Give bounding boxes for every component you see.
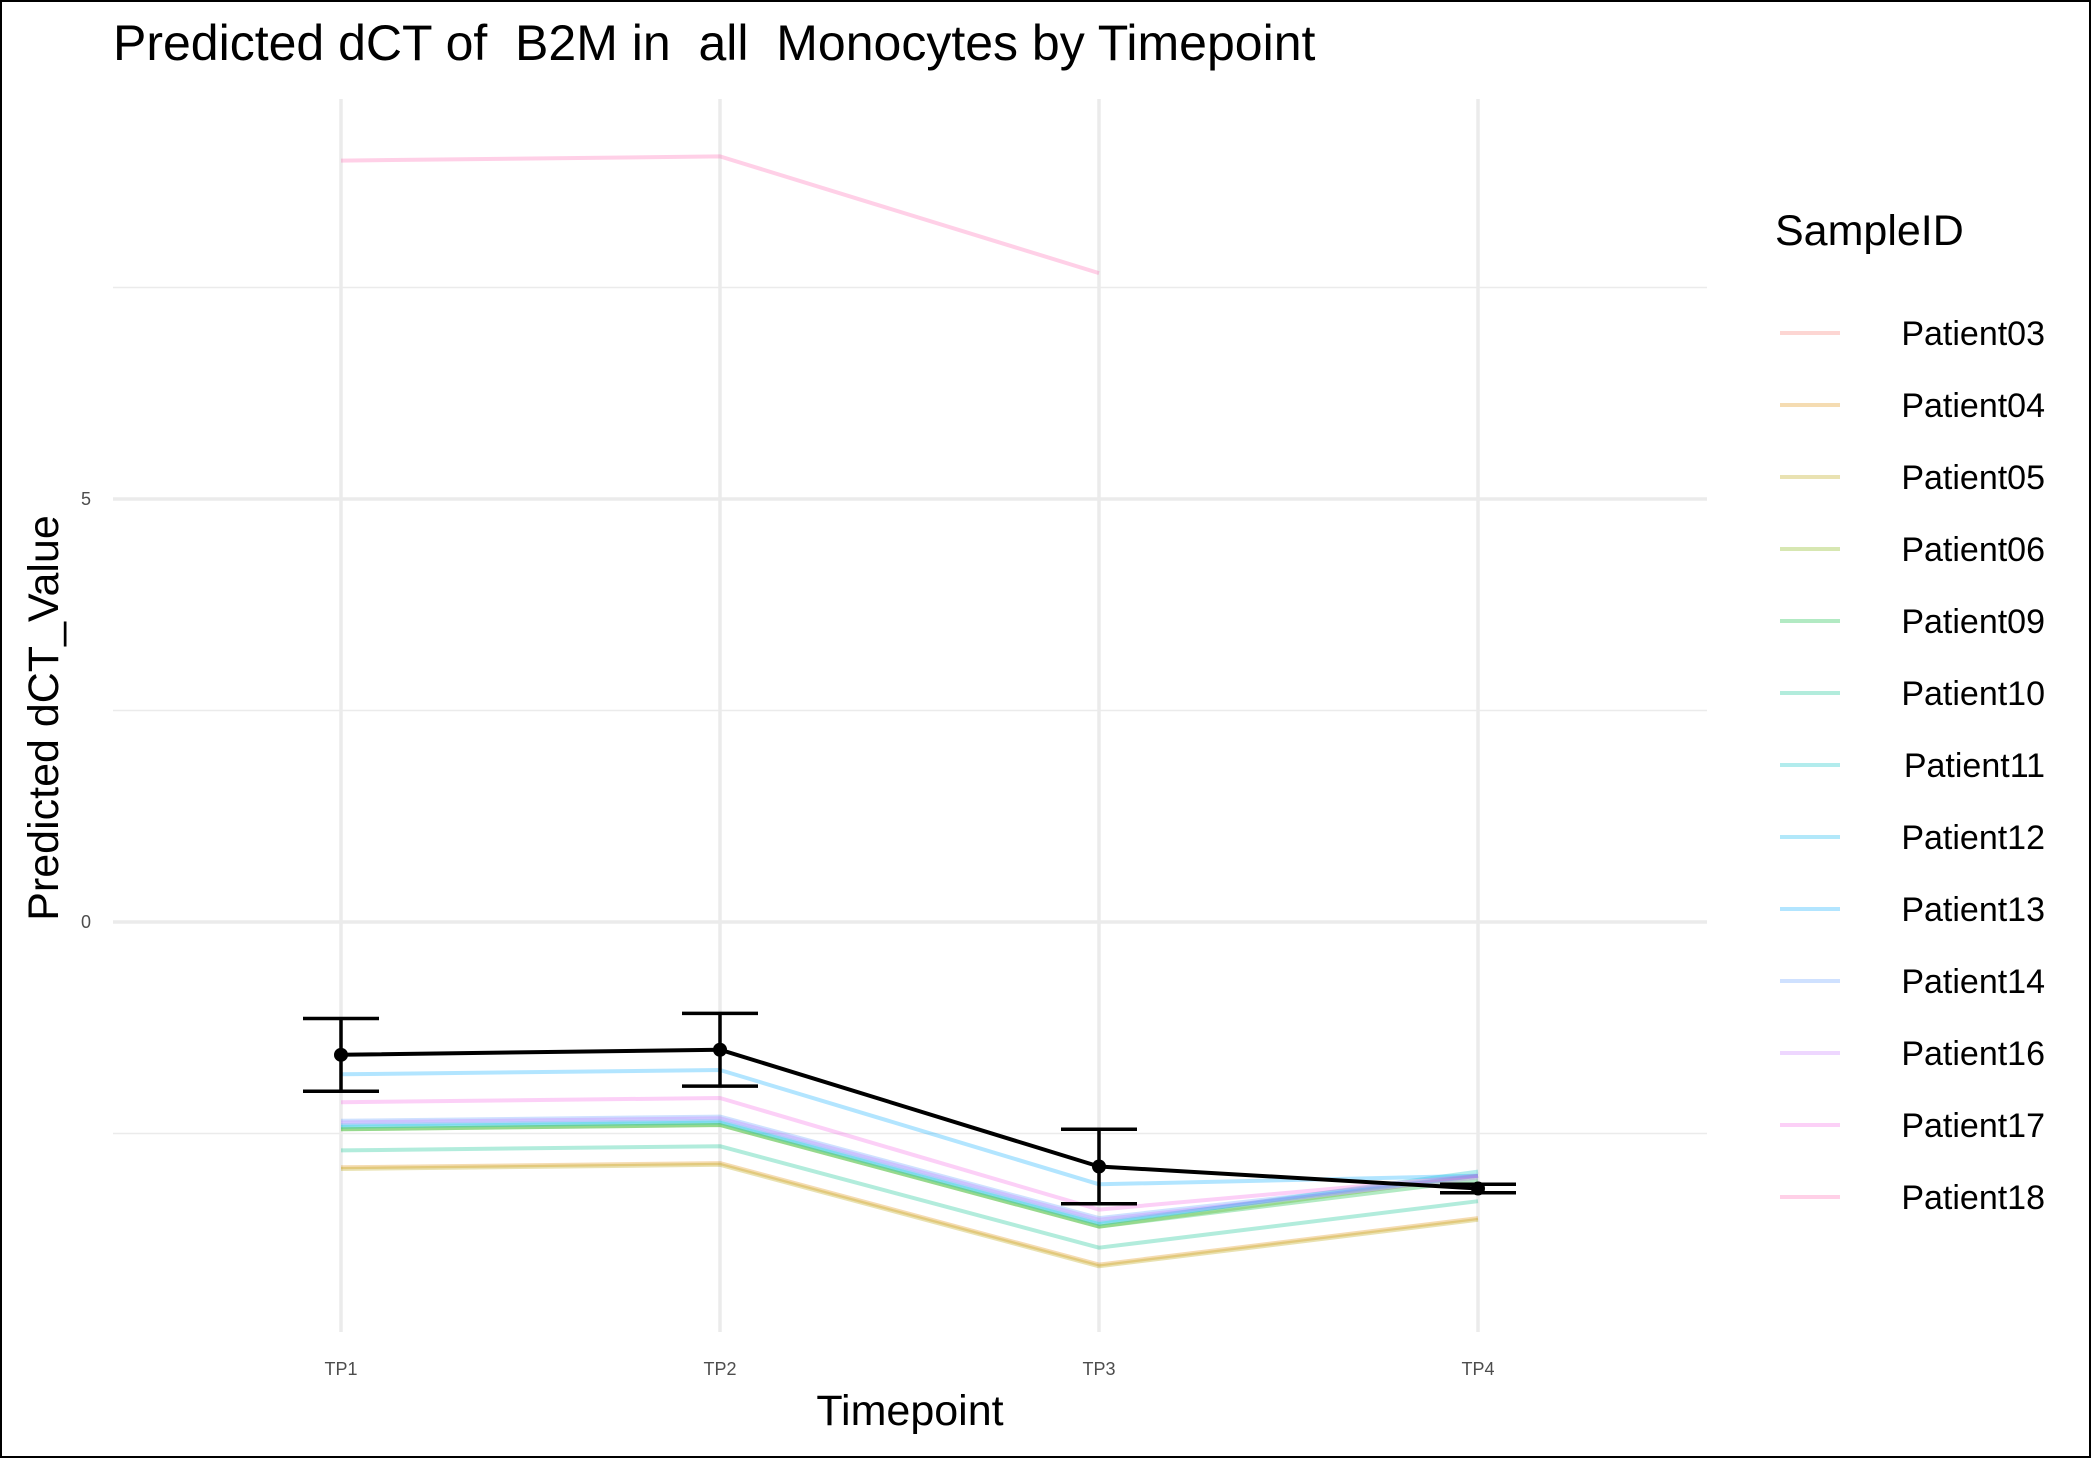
legend-label-patient14: Patient14: [1901, 963, 2045, 1001]
legend-label-patient12: Patient12: [1901, 819, 2045, 857]
x-tick-label-tp3: TP3: [1082, 1359, 1115, 1379]
x-tick-label-tp1: TP1: [324, 1359, 357, 1379]
series-line-patient13: [340, 1068, 1479, 1187]
mean-line: [340, 1047, 1479, 1191]
chart-title: Predicted dCT of B2M in all Monocytes by…: [113, 15, 1316, 71]
mean-point-tp3: [1092, 1159, 1106, 1174]
series-line-patient18: [340, 154, 1100, 276]
mean-point-tp1: [334, 1047, 348, 1062]
legend-label-patient13: Patient13: [1901, 891, 2045, 929]
series-layer: [340, 154, 1479, 1269]
legend-label-patient06: Patient06: [1901, 531, 2045, 569]
legend-label-patient09: Patient09: [1901, 603, 2045, 641]
series-line-patient10: [340, 1144, 1479, 1250]
series-line-patient11: [340, 1120, 1479, 1226]
y-tick-label: 5: [81, 489, 91, 509]
legend-label-patient11: Patient11: [1904, 747, 2045, 785]
y-tick-label: 0: [81, 912, 91, 932]
x-tick-label-tp2: TP2: [703, 1359, 736, 1379]
series-line-patient05: [340, 1162, 1479, 1269]
legend: Patient03 Patient04 Patient05 Patient06 Pati…: [1780, 315, 2045, 1217]
series-line-patient12: [340, 1118, 1479, 1225]
mean-point-tp4: [1471, 1181, 1485, 1196]
mean-point-tp2: [713, 1042, 727, 1057]
legend-label-patient17: Patient17: [1901, 1107, 2045, 1145]
legend-label-patient05: Patient05: [1901, 459, 2045, 497]
legend-title: SampleID: [1775, 207, 1964, 255]
axis-layer: 0 5 TP1 TP2 TP3 TP4: [81, 489, 1495, 1379]
legend-label-patient03: Patient03: [1901, 315, 2045, 353]
legend-label-patient18: Patient18: [1901, 1179, 2045, 1217]
x-axis-title: Timepoint: [816, 1387, 1003, 1435]
legend-label-patient10: Patient10: [1901, 675, 2045, 713]
legend-label-patient04: Patient04: [1901, 387, 2045, 425]
series-line-patient14: [340, 1114, 1479, 1221]
series-line-patient16: [340, 1116, 1479, 1222]
legend-label-patient16: Patient16: [1901, 1035, 2045, 1073]
grid-layer: [113, 99, 1707, 1332]
series-line-patient04: [340, 1161, 1479, 1267]
mean-layer: [303, 1011, 1516, 1206]
series-line-patient17: [340, 1096, 1479, 1212]
x-tick-label-tp4: TP4: [1461, 1359, 1494, 1379]
y-axis-title: Predicted dCT_Value: [20, 515, 68, 921]
series-line-patient09: [340, 1123, 1479, 1229]
series-line-patient06: [340, 1123, 1479, 1229]
